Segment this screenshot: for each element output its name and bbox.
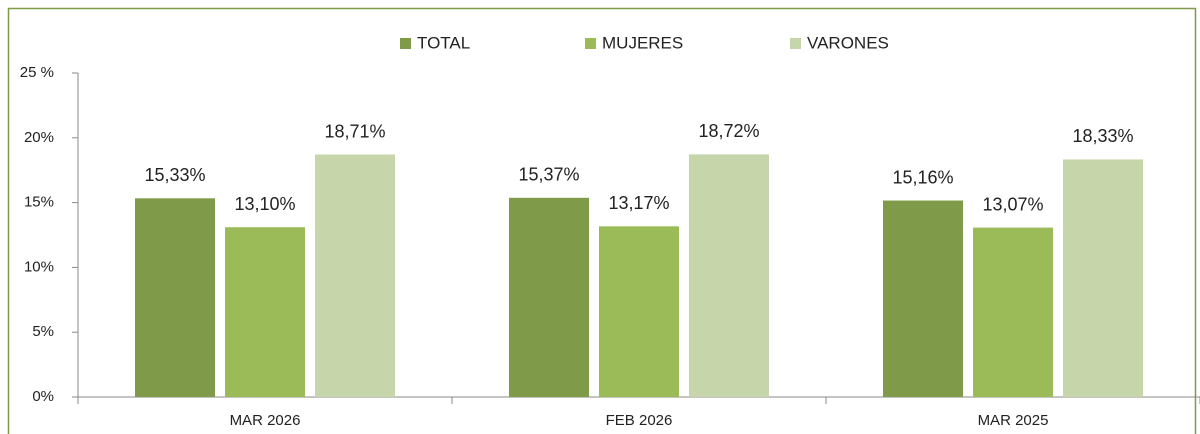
x-tick-label: MAR 2025: [978, 412, 1049, 429]
bar: [689, 154, 769, 397]
bar: [509, 197, 589, 397]
y-tick-label: 5%: [32, 323, 54, 340]
value-label: 15,37%: [518, 165, 579, 185]
x-tick-label: FEB 2026: [606, 412, 673, 429]
bar: [315, 154, 395, 397]
bar: [225, 227, 305, 397]
legend-swatch: [790, 38, 801, 49]
y-tick-label: 20%: [24, 129, 54, 146]
bar: [599, 226, 679, 397]
value-label: 13,17%: [608, 193, 669, 213]
value-label: 18,71%: [324, 121, 385, 141]
legend-label: VARONES: [807, 33, 889, 52]
legend-swatch: [585, 38, 596, 49]
x-tick-label: MAR 2026: [230, 412, 301, 429]
value-label: 13,10%: [234, 194, 295, 214]
value-label: 18,33%: [1072, 126, 1133, 146]
chart-border: [7, 7, 1197, 434]
y-tick-label: 25 %: [20, 64, 54, 81]
bar: [973, 227, 1053, 397]
bar: [883, 200, 963, 397]
value-label: 18,72%: [698, 121, 759, 141]
bar: [135, 198, 215, 397]
legend-swatch: [400, 38, 411, 49]
value-label: 15,16%: [892, 167, 953, 187]
y-tick-label: 10%: [24, 258, 54, 275]
legend-label: TOTAL: [417, 33, 470, 52]
value-label: 15,33%: [144, 165, 205, 185]
y-tick-label: 15%: [24, 194, 54, 211]
value-label: 13,07%: [982, 194, 1043, 214]
legend-label: MUJERES: [602, 33, 683, 52]
y-tick-label: 0%: [32, 388, 54, 405]
bar: [1063, 159, 1143, 397]
